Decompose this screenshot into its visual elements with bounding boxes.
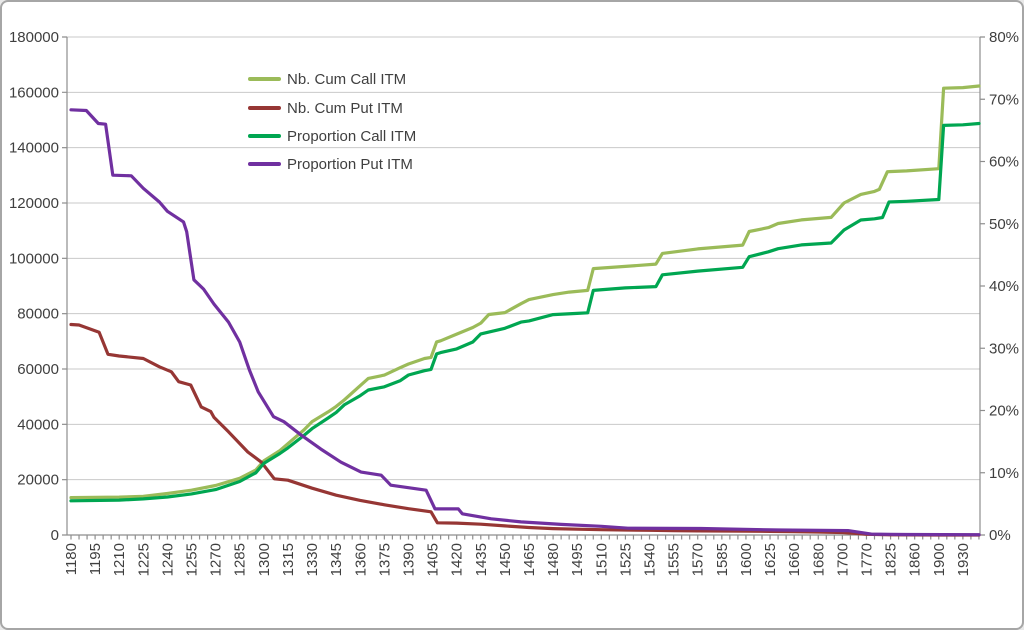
x-tick-label: 1225 <box>135 543 152 576</box>
y-right-tick-label: 0% <box>989 527 1011 544</box>
y-right-tick-label: 40% <box>989 278 1019 295</box>
legend-line-swatch <box>248 106 281 110</box>
x-tick-label: 1825 <box>883 543 900 576</box>
y-left-tick-label: 40000 <box>17 416 59 433</box>
x-tick-label: 1435 <box>473 543 490 576</box>
series-line-proportion-call-itm[interactable] <box>69 121 981 503</box>
x-tick-label: 1585 <box>714 543 731 576</box>
x-tick-label: 1930 <box>955 543 972 576</box>
y-left-tick-label: 180000 <box>9 29 59 46</box>
y-right-tick-label: 50% <box>989 216 1019 233</box>
x-tick-label: 1285 <box>232 543 249 576</box>
x-tick-label: 1480 <box>545 543 562 576</box>
x-tick-label: 1570 <box>690 543 707 576</box>
y-right-tick-label: 80% <box>989 29 1019 46</box>
y-left-tick-label: 100000 <box>9 250 59 267</box>
y-left-tick-label: 0 <box>51 527 59 544</box>
x-tick-label: 1195 <box>87 543 104 575</box>
legend-line-swatch <box>248 77 281 81</box>
y-right-tick-label: 30% <box>989 340 1019 357</box>
legend-line-swatch <box>248 162 281 166</box>
x-tick-label: 1255 <box>184 543 201 576</box>
legend-item-nb-cum-call-itm[interactable]: Nb. Cum Call ITM <box>248 65 406 93</box>
x-tick-label: 1660 <box>786 543 803 576</box>
legend-item-proportion-put-itm[interactable]: Proportion Put ITM <box>248 150 413 178</box>
x-tick-label: 1860 <box>907 543 924 576</box>
x-tick-label: 1240 <box>159 543 176 576</box>
y-right-tick-label: 70% <box>989 91 1019 108</box>
gridlines <box>67 36 980 481</box>
x-tick-label: 1315 <box>280 543 297 576</box>
y-left-tick-label: 160000 <box>9 84 59 101</box>
legend-item-proportion-call-itm[interactable]: Proportion Call ITM <box>248 122 416 150</box>
x-tick-label: 1770 <box>858 543 875 576</box>
x-tick-label: 1450 <box>497 543 514 576</box>
legend-item-label: Proportion Call ITM <box>287 127 417 145</box>
y-left-tick-label: 60000 <box>17 361 59 378</box>
x-tick-label: 1420 <box>449 543 466 576</box>
x-tick-label: 1600 <box>738 543 755 576</box>
legend-item-label: Nb. Cum Put ITM <box>287 99 403 117</box>
series-line-proportion-put-itm[interactable] <box>69 108 981 537</box>
x-tick-label: 1900 <box>931 543 948 576</box>
x-tick-label: 1525 <box>617 543 634 576</box>
x-tick-label: 1465 <box>521 543 538 576</box>
y-right-tick-label: 60% <box>989 154 1019 171</box>
x-tick-label: 1390 <box>400 543 417 576</box>
x-tick-label: 1270 <box>208 543 225 576</box>
legend-item-nb-cum-put-itm[interactable]: Nb. Cum Put ITM <box>248 94 403 122</box>
axes: 0 20000 40000 60000 80000 100000 120000 140000 1… <box>9 29 1019 576</box>
x-tick-label: 1700 <box>834 543 851 576</box>
x-tick-label: 1330 <box>304 543 321 576</box>
x-tick-label: 1495 <box>569 543 586 576</box>
x-tick-label: 1510 <box>593 543 610 576</box>
series-line-nb-cum-put-itm[interactable] <box>69 322 981 537</box>
y-left-tick-label: 140000 <box>9 140 59 157</box>
x-tick-label: 1680 <box>810 543 827 576</box>
legend-line-swatch <box>248 134 281 138</box>
x-tick-label: 1555 <box>666 543 683 576</box>
y-left-tick-label: 20000 <box>17 472 59 489</box>
y-right-tick-label: 20% <box>989 403 1019 420</box>
legend-item-label: Nb. Cum Call ITM <box>287 70 407 88</box>
x-tick-label: 1375 <box>376 543 393 576</box>
x-tick-label: 1540 <box>642 543 659 576</box>
x-tick-label: 1625 <box>762 543 779 576</box>
x-tick-label: 1360 <box>352 543 369 576</box>
y-left-tick-label: 80000 <box>17 306 59 323</box>
x-tick-label: 1210 <box>111 543 128 576</box>
legend-item-label: Proportion Put ITM <box>287 155 413 173</box>
series-line-nb-cum-call-itm[interactable] <box>69 84 981 500</box>
x-tick-label: 1405 <box>425 543 442 576</box>
y-right-tick-label: 10% <box>989 465 1019 482</box>
x-tick-label: 1300 <box>256 543 273 576</box>
y-left-tick-label: 120000 <box>9 195 59 212</box>
x-tick-label: 1180 <box>63 543 80 575</box>
x-tick-label: 1345 <box>328 543 345 576</box>
